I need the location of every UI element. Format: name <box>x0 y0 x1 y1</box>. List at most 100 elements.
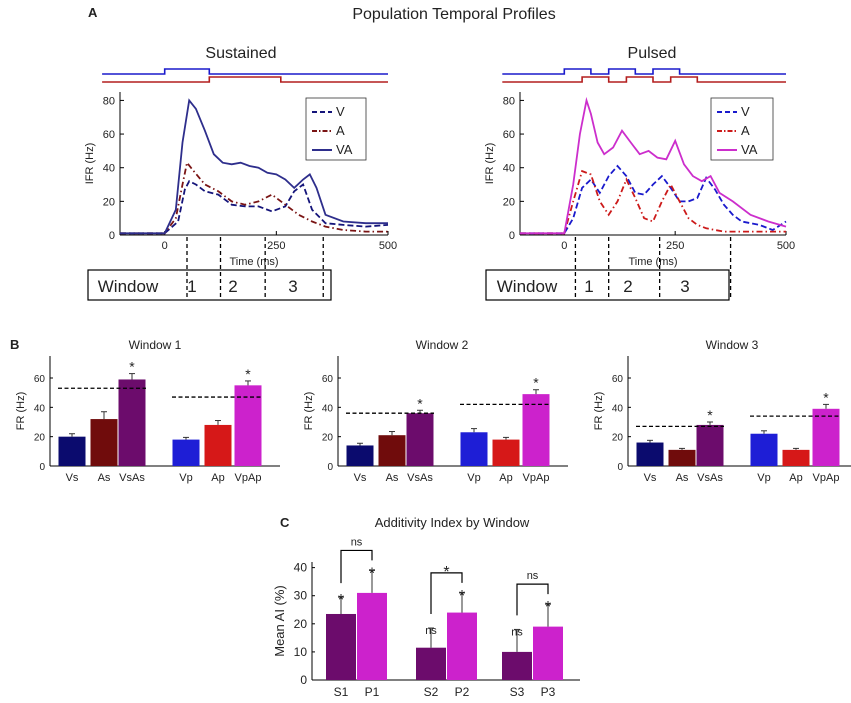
y-tick-label: 0 <box>39 462 45 473</box>
category-label: VsAs <box>697 472 723 484</box>
legend-label-va: VA <box>336 142 353 157</box>
pulsed-stimulus-trace <box>502 68 786 83</box>
y-tick-label: 60 <box>103 129 115 141</box>
bar-p1 <box>357 592 387 680</box>
y-tick-label: 0 <box>109 230 115 242</box>
series-line-a <box>520 169 786 235</box>
y-tick-label: 20 <box>294 617 308 631</box>
legend-label-a: A <box>741 123 750 138</box>
panel-c-title: Additivity Index by Window <box>375 515 530 530</box>
y-tick-label: 20 <box>34 433 46 444</box>
y-tick-label: 20 <box>503 196 515 208</box>
category-label: Vp <box>467 472 480 484</box>
y-tick-label: 80 <box>503 95 515 107</box>
category-label: S3 <box>510 685 525 699</box>
pulsed-title: Pulsed <box>628 45 677 62</box>
y-tick-label: 40 <box>503 163 515 175</box>
category-label: S2 <box>424 685 439 699</box>
comparison-label: * <box>443 564 449 581</box>
category-label: As <box>386 472 399 484</box>
category-label: VsAs <box>119 472 145 484</box>
category-label: Ap <box>211 472 224 484</box>
x-tick-label: 500 <box>379 240 397 252</box>
comparison-label: ns <box>351 536 363 548</box>
category-label: P3 <box>541 685 556 699</box>
y-tick-label: 0 <box>327 462 333 473</box>
window-2-label: 2 <box>623 277 632 296</box>
panel-a-title: Population Temporal Profiles <box>352 6 555 23</box>
series-line-va <box>520 96 787 235</box>
comparison-bracket <box>430 572 463 615</box>
category-label: VpAp <box>523 472 550 484</box>
y-tick-label: 60 <box>34 374 46 385</box>
y-tick-label: 20 <box>103 196 115 208</box>
visual-stimulus-line <box>102 68 388 75</box>
bar-significance-label: ns <box>425 625 437 637</box>
panel-b-letter: B <box>10 337 19 352</box>
y-axis-label: Mean AI (%) <box>272 585 287 657</box>
auditory-stimulus-line <box>502 76 786 83</box>
pulsed-axes: 0 20 40 60 80 0 250 500 Time (ms) IFR (Hz) <box>484 92 795 300</box>
bar-vp <box>750 433 778 466</box>
bar-as <box>378 435 406 466</box>
category-label: Vs <box>354 472 367 484</box>
pulsed-window-bar: Window 1 2 3 <box>485 269 730 301</box>
category-label: Vs <box>644 472 657 484</box>
legend-label-v: V <box>741 104 750 119</box>
window-3-label: 3 <box>288 277 297 296</box>
window-box <box>87 269 332 301</box>
category-label: As <box>676 472 689 484</box>
sustained-axes: 0 20 40 60 80 0 250 500 Time (ms) IFR (Hz) <box>84 92 397 300</box>
y-tick-label: 80 <box>103 95 115 107</box>
y-tick-label: 0 <box>617 462 623 473</box>
sustained-window-bar: Window 1 2 3 <box>87 269 332 301</box>
y-axis-label: IFR (Hz) <box>84 143 96 185</box>
significance-star: * <box>707 407 713 423</box>
sustained-title: Sustained <box>205 45 276 62</box>
category-label: P2 <box>455 685 470 699</box>
bar-vs <box>58 436 86 466</box>
bar-vpap <box>812 408 840 466</box>
sustained-plot: Sustained 0 20 40 60 80 0 250 500 Time (ms) IFR (… <box>84 45 397 301</box>
bar-s3 <box>502 651 532 680</box>
series-line-a <box>120 160 388 235</box>
bar-vsas <box>696 424 724 466</box>
panel-c-letter: C <box>280 515 290 530</box>
window-box <box>485 269 730 301</box>
bar-vsas <box>118 379 146 466</box>
bar-s2 <box>416 647 446 680</box>
y-tick-label: 40 <box>322 403 334 414</box>
x-tick-label: 250 <box>267 240 285 252</box>
bar-ap <box>492 439 520 466</box>
category-label: Vp <box>757 472 770 484</box>
series-line-v <box>520 164 787 235</box>
window-2-label: 2 <box>228 277 237 296</box>
additivity-bar-chart: 0 10 20 30 40 Mean AI (%) S1 P1 S2 P2 S3 P3 * * ns * ns *… <box>272 536 580 699</box>
y-tick-label: 30 <box>294 589 308 603</box>
bar-p3 <box>533 626 563 680</box>
x-axis-label: Time (ms) <box>628 256 677 268</box>
bar-as <box>668 449 696 466</box>
y-axis-label: FR (Hz) <box>15 392 27 431</box>
bar-ap <box>782 449 810 466</box>
category-label: VsAs <box>407 472 433 484</box>
bar-vp <box>172 439 200 466</box>
x-tick-label: 0 <box>561 240 567 252</box>
y-tick-label: 60 <box>503 129 515 141</box>
bar-ap <box>204 424 232 466</box>
y-tick-label: 40 <box>294 561 308 575</box>
comparison-bracket <box>516 583 549 616</box>
significance-star: * <box>417 395 423 411</box>
category-label: P1 <box>365 685 380 699</box>
y-tick-label: 20 <box>322 433 334 444</box>
window-3-label: 3 <box>680 277 689 296</box>
bar-vs <box>346 445 374 466</box>
category-label: VpAp <box>235 472 262 484</box>
x-axis-label: Time (ms) <box>229 256 278 268</box>
comparison-bracket <box>340 549 373 584</box>
bar-s1 <box>326 613 356 680</box>
bar-significance-label: * <box>369 565 375 582</box>
